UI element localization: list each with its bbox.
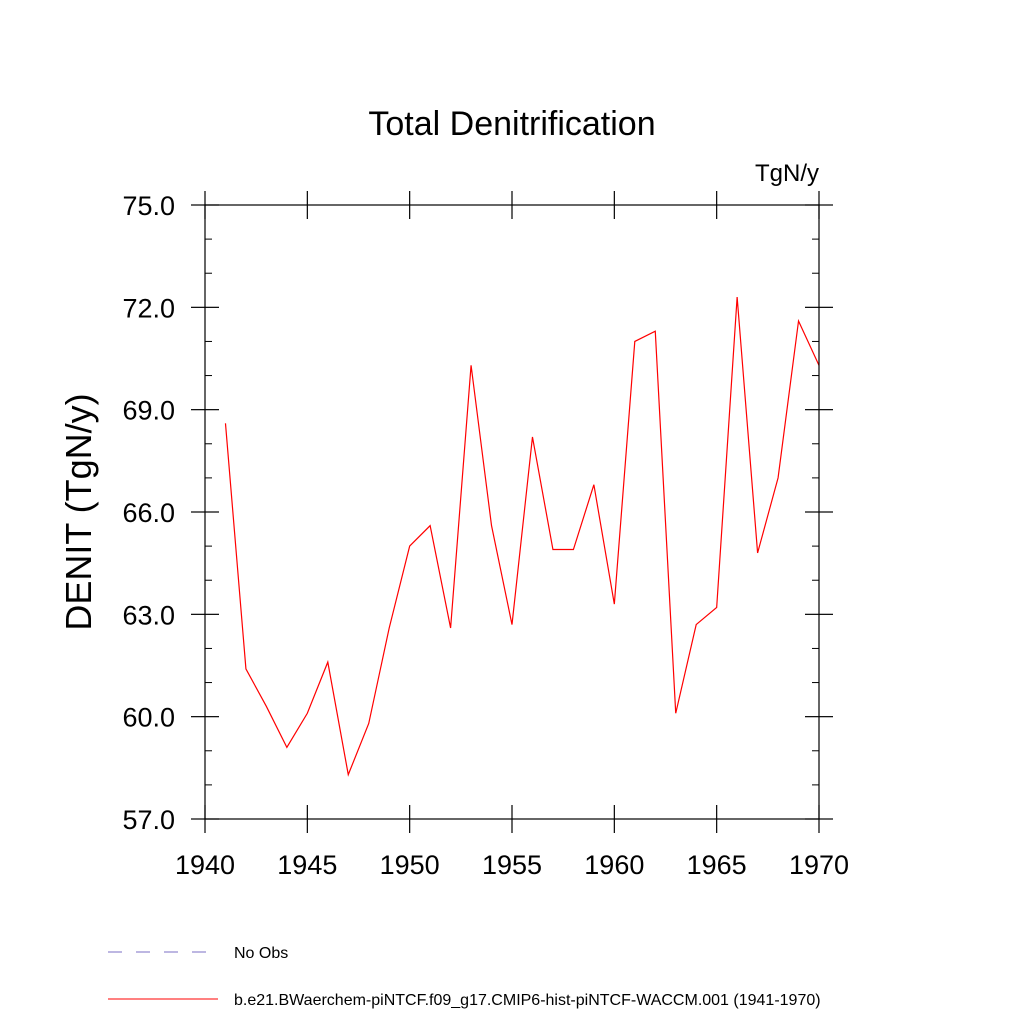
x-tick-label: 1965 (687, 850, 747, 880)
axis-ticks: 1940 1945 1950 1955 1960 1965 1970 57.0 60.0 63.0… (122, 191, 849, 880)
chart-title: Total Denitrification (368, 105, 655, 143)
series-line-0 (224, 297, 820, 777)
units-label: TgN/y (755, 160, 819, 187)
plot-frame (204, 204, 820, 820)
legend-label-0: No Obs (234, 945, 288, 962)
y-tick-label: 66.0 (122, 498, 175, 528)
y-tick-label: 60.0 (122, 703, 175, 733)
x-tick-label: 1940 (175, 850, 235, 880)
series-layer (224, 297, 820, 777)
y-tick-label: 63.0 (122, 600, 175, 630)
legend-label-1: b.e21.BWaerchem-piNTCF.f09_g17.CMIP6-his… (234, 992, 821, 1009)
y-tick-label: 75.0 (122, 191, 175, 221)
y-tick-label: 72.0 (122, 293, 175, 323)
y-axis-label: DENIT (TgN/y) (58, 393, 99, 630)
y-tick-label: 57.0 (122, 805, 175, 835)
x-tick-label: 1970 (789, 850, 849, 880)
x-tick-label: 1950 (380, 850, 440, 880)
x-tick-label: 1945 (277, 850, 337, 880)
y-tick-label: 69.0 (122, 396, 175, 426)
legend: No Obs b.e21.BWaerchem-piNTCF.f09_g17.CMI… (108, 945, 821, 1009)
x-tick-label: 1955 (482, 850, 542, 880)
x-tick-label: 1960 (584, 850, 644, 880)
